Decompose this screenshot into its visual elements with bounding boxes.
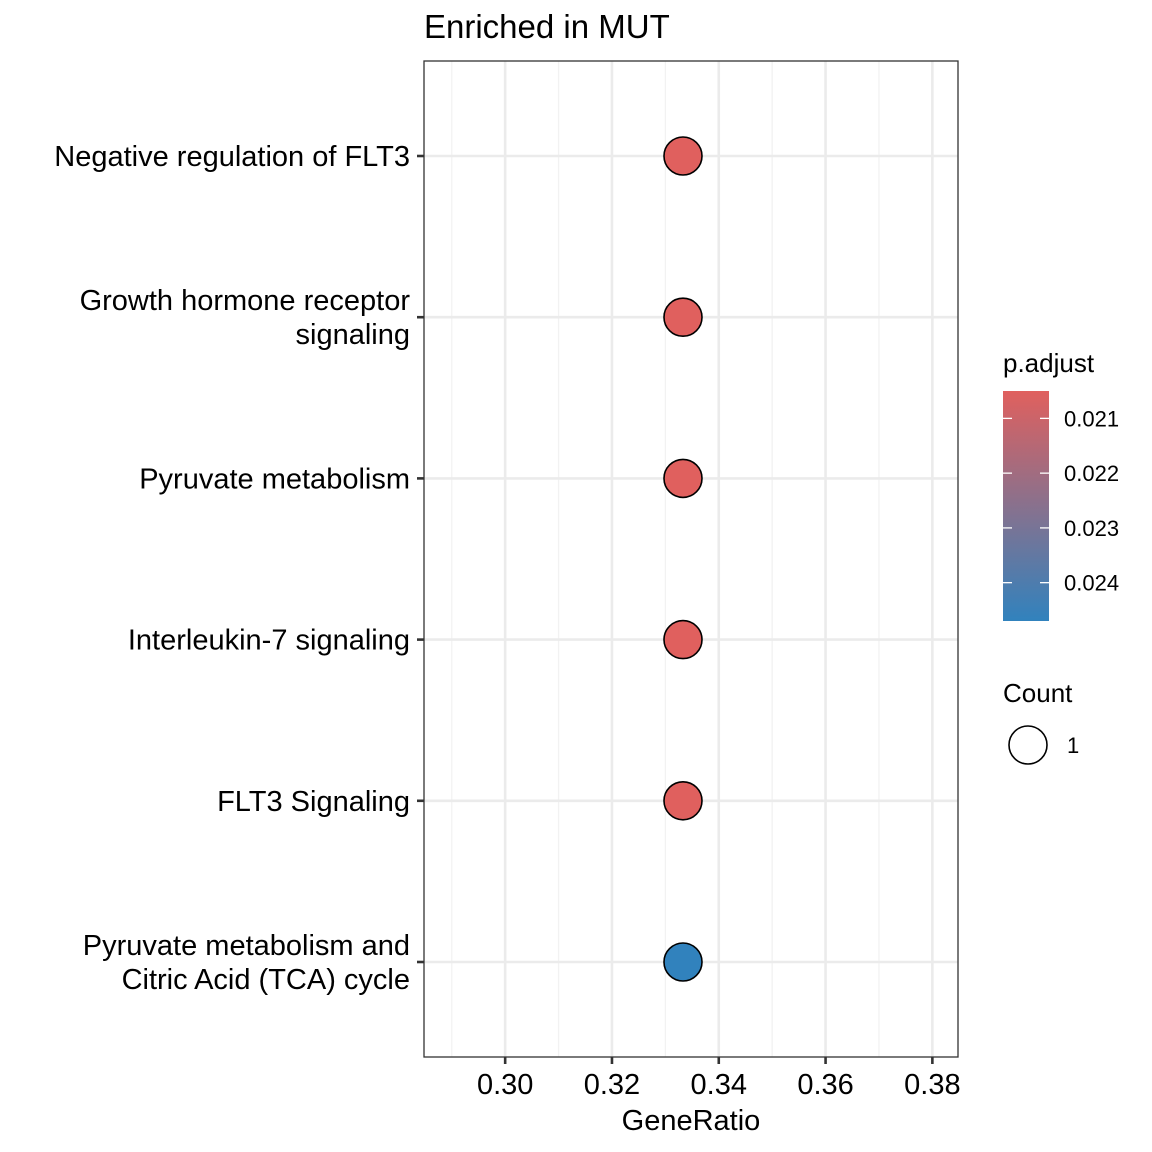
data-point — [663, 619, 703, 660]
data-point — [663, 136, 703, 176]
x-tick-label: 0.38 — [904, 1069, 960, 1101]
x-tick-label: 0.34 — [691, 1069, 747, 1101]
data-point — [663, 458, 703, 499]
color-legend-bar — [1003, 391, 1049, 621]
x-tick-label: 0.36 — [797, 1069, 853, 1101]
grid-major-x — [503, 61, 934, 1057]
y-tick-label: Growth hormone receptor signaling — [80, 285, 411, 351]
color-legend-tick-label: 0.021 — [1064, 406, 1119, 431]
x-tick-label: 0.32 — [584, 1069, 640, 1101]
color-legend-tick-label: 0.023 — [1064, 516, 1119, 541]
chart-title: Enriched in MUT — [424, 8, 670, 45]
data-point — [663, 297, 703, 338]
y-tick-label: Interleukin-7 signaling — [128, 625, 410, 657]
x-tick-label: 0.30 — [477, 1069, 533, 1101]
y-tick-label: FLT3 Signaling — [217, 786, 410, 818]
size-legend-label: 1 — [1067, 733, 1079, 758]
y-tick-label: Pyruvate metabolism — [139, 463, 410, 495]
data-points — [663, 136, 703, 982]
color-legend: p.adjust 0.021 0.022 0.023 0.024 — [1003, 348, 1119, 621]
color-legend-ticks: 0.021 0.022 0.023 0.024 — [1003, 406, 1119, 596]
color-legend-tick-label: 0.024 — [1064, 571, 1119, 596]
y-tick-label: Pyruvate metabolism and Citric Acid (TCA)… — [83, 930, 410, 996]
x-axis: 0.30 0.32 0.34 0.36 0.38 — [477, 1057, 961, 1101]
size-legend-key — [1008, 725, 1048, 765]
size-legend-title: Count — [1003, 678, 1073, 708]
y-axis: Negative regulation of FLT3 Growth hormon… — [54, 141, 424, 996]
x-axis-title: GeneRatio — [622, 1105, 761, 1137]
color-legend-title: p.adjust — [1003, 348, 1095, 378]
size-legend-items: 1 — [1008, 725, 1079, 765]
size-legend: Count 1 — [1003, 678, 1079, 765]
y-tick-label: Negative regulation of FLT3 — [54, 141, 410, 173]
data-point — [663, 780, 703, 821]
data-point — [663, 942, 703, 982]
plot-panel-border — [423, 60, 959, 1058]
color-legend-tick-label: 0.022 — [1064, 461, 1119, 486]
grid-minor-x — [451, 61, 880, 1057]
